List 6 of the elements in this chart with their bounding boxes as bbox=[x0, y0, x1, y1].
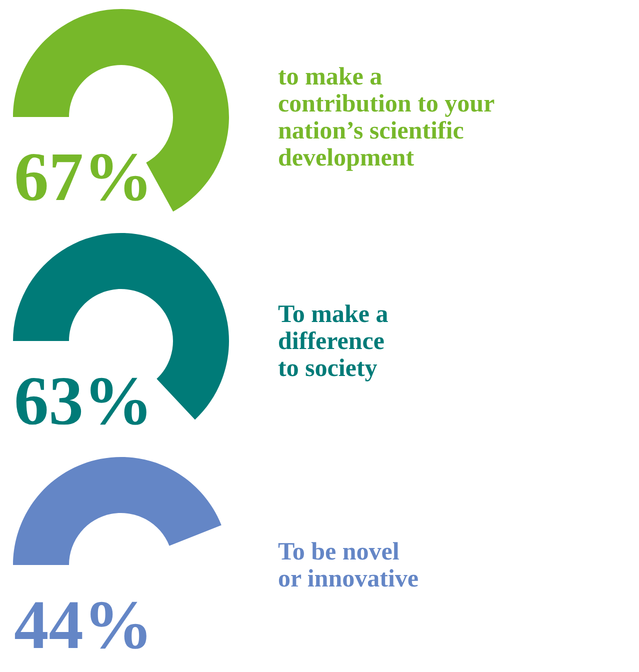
text: to make a contribution to your nation’s scientific development bbox=[278, 67, 494, 171]
text: 67% bbox=[16, 154, 146, 201]
text: 44% bbox=[14, 602, 146, 649]
text: To make a difference to society bbox=[278, 304, 388, 382]
text: 63% bbox=[16, 378, 146, 425]
text: To be novel or innovative bbox=[278, 542, 418, 587]
